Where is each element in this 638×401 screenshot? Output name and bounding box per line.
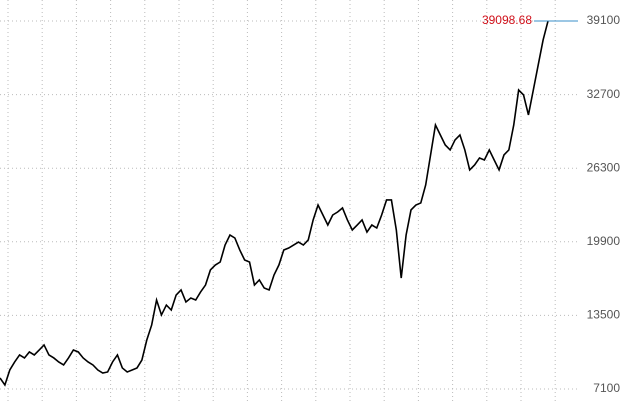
- y-tick-label: 32700: [587, 87, 621, 101]
- y-tick-label: 19900: [587, 234, 621, 248]
- y-tick-label: 7100: [593, 381, 620, 395]
- y-tick-label: 39100: [587, 13, 621, 27]
- price-line: [0, 20, 549, 387]
- last-value-label: 39098.68: [482, 13, 532, 27]
- y-tick-label: 26300: [587, 160, 621, 174]
- y-tick-label: 13500: [587, 308, 621, 322]
